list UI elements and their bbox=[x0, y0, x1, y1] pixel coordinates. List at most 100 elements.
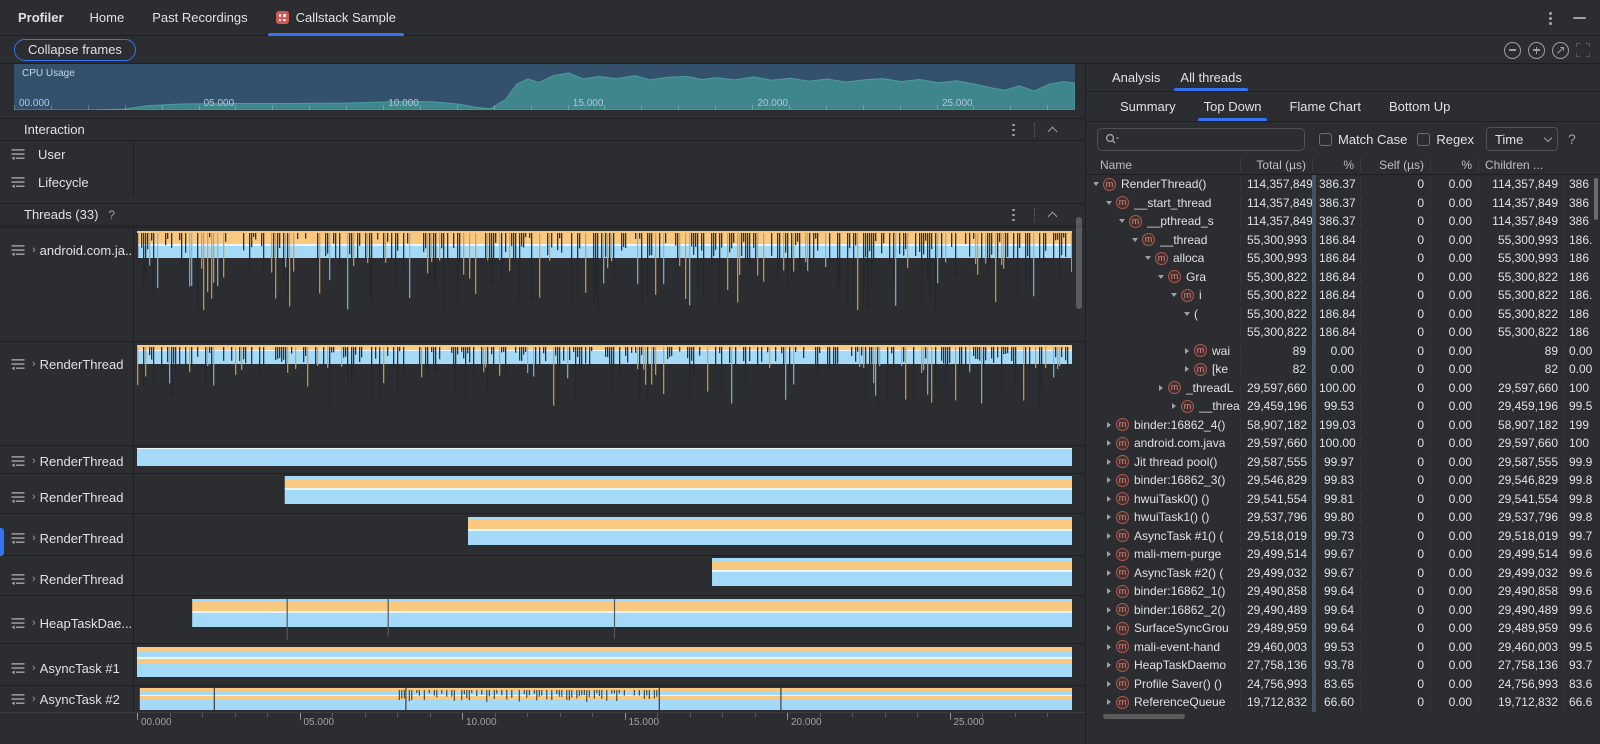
table-row[interactable]: mbinder:16862_1()29,490,85899.6400.0029,… bbox=[1086, 582, 1600, 601]
table-row[interactable]: mhwuiTask1() ()29,537,79699.8000.0029,53… bbox=[1086, 508, 1600, 527]
tree-chevron-open[interactable] bbox=[1184, 312, 1190, 316]
thread-track[interactable] bbox=[137, 228, 1072, 341]
tree-chevron-open[interactable] bbox=[1094, 182, 1099, 186]
tab-home[interactable]: Home bbox=[76, 0, 139, 36]
tree-chevron-closed[interactable] bbox=[1107, 681, 1111, 687]
thread-expand-chevron[interactable]: › bbox=[32, 617, 36, 629]
thread-expand-chevron[interactable]: › bbox=[32, 532, 36, 544]
tree-chevron-open[interactable] bbox=[1171, 293, 1177, 297]
table-row[interactable]: 55,300,822186.8400.0055,300,822186 bbox=[1086, 323, 1600, 342]
tree-chevron-closed[interactable] bbox=[1107, 533, 1111, 539]
minimize-icon[interactable] bbox=[1573, 17, 1586, 19]
table-horizontal-scrollbar[interactable] bbox=[1103, 714, 1185, 719]
tab-flame-chart[interactable]: Flame Chart bbox=[1279, 92, 1371, 121]
tree-chevron-closed[interactable] bbox=[1107, 496, 1111, 502]
table-row[interactable]: mJit thread pool()29,587,55599.9700.0029… bbox=[1086, 453, 1600, 472]
table-row[interactable]: mSurfaceSyncGrou29,489,95999.6400.0029,4… bbox=[1086, 619, 1600, 638]
tree-chevron-closed[interactable] bbox=[1107, 477, 1111, 483]
tab-summary[interactable]: Summary bbox=[1110, 92, 1186, 121]
table-row[interactable]: mRenderThread() 114,357,849386.3700.0011… bbox=[1086, 175, 1600, 194]
tree-chevron-closed[interactable] bbox=[1185, 348, 1189, 354]
tree-chevron-closed[interactable] bbox=[1185, 366, 1189, 372]
table-row[interactable]: m__start_thread114,357,849386.3700.00114… bbox=[1086, 194, 1600, 213]
column-header-total-pct[interactable]: % bbox=[1312, 158, 1360, 172]
collapse-frames-button[interactable]: Collapse frames bbox=[14, 39, 136, 61]
thread-track[interactable] bbox=[137, 474, 1072, 513]
thread-row[interactable]: ›RenderThread bbox=[0, 473, 1086, 513]
thread-row[interactable]: ›AsyncTask #1 bbox=[0, 643, 1086, 685]
filter-dropdown[interactable]: Time bbox=[1486, 127, 1558, 151]
table-row[interactable]: mandroid.com.java29,597,660100.0000.0029… bbox=[1086, 434, 1600, 453]
tree-chevron-closed[interactable] bbox=[1107, 644, 1111, 650]
thread-track[interactable] bbox=[137, 686, 1072, 711]
zoom-in-icon[interactable] bbox=[1528, 42, 1545, 59]
table-row[interactable]: (55,300,822186.8400.0055,300,822186 bbox=[1086, 305, 1600, 324]
thread-label[interactable]: ›RenderThread bbox=[0, 481, 133, 513]
thread-label[interactable]: ›RenderThread bbox=[0, 563, 133, 595]
table-row[interactable]: mmali-mem-purge29,499,51499.6700.0029,49… bbox=[1086, 545, 1600, 564]
table-row[interactable]: mhwuiTask0() ()29,541,55499.8100.0029,54… bbox=[1086, 490, 1600, 509]
thread-row[interactable]: ›AsyncTask #2 bbox=[0, 685, 1086, 711]
tree-chevron-closed[interactable] bbox=[1107, 699, 1111, 705]
collapse-section-icon[interactable] bbox=[1048, 211, 1058, 221]
tree-chevron-closed[interactable] bbox=[1107, 570, 1111, 576]
table-row[interactable]: m__thread29,459,19699.5300.0029,459,1969… bbox=[1086, 397, 1600, 416]
interaction-row-lifecycle[interactable]: Lifecycle bbox=[0, 168, 1086, 196]
cpu-usage-chart[interactable]: CPU Usage 00.00005.00010.00015.00020.000… bbox=[14, 64, 1075, 110]
reset-zoom-icon[interactable]: ↗ bbox=[1552, 42, 1569, 59]
thread-expand-chevron[interactable]: › bbox=[32, 244, 36, 256]
interaction-options-kebab-icon[interactable] bbox=[1006, 122, 1020, 138]
table-row[interactable]: mProfile Saver() ()24,756,99383.6500.002… bbox=[1086, 675, 1600, 694]
thread-expand-chevron[interactable]: › bbox=[32, 358, 36, 370]
table-row[interactable]: m__pthread_s114,357,849386.3700.00114,35… bbox=[1086, 212, 1600, 231]
thread-row[interactable]: ›HeapTaskDae... bbox=[0, 595, 1086, 643]
interaction-section-header[interactable]: Interaction bbox=[0, 118, 1086, 141]
tree-chevron-open[interactable] bbox=[1145, 256, 1151, 260]
interaction-row-user[interactable]: User bbox=[0, 141, 1086, 168]
thread-label[interactable]: ›AsyncTask #2 bbox=[0, 686, 133, 712]
column-header-children[interactable]: Children ... bbox=[1478, 158, 1564, 172]
tree-chevron-closed[interactable] bbox=[1107, 607, 1111, 613]
threads-vertical-scrollbar[interactable] bbox=[1076, 217, 1082, 309]
table-row[interactable]: mwai890.0000.00890.00 bbox=[1086, 342, 1600, 361]
collapse-section-icon[interactable] bbox=[1048, 126, 1058, 136]
table-row[interactable]: mReferenceQueue19,712,83266.6000.0019,71… bbox=[1086, 693, 1600, 712]
tree-chevron-open[interactable] bbox=[1106, 201, 1112, 205]
table-row[interactable]: mbinder:16862_2()29,490,48999.6400.0029,… bbox=[1086, 601, 1600, 620]
thread-row[interactable]: ›android.com.ja... bbox=[0, 227, 1086, 341]
table-row[interactable]: m_threadL29,597,660100.0000.0029,597,660… bbox=[1086, 379, 1600, 398]
tree-chevron-closed[interactable] bbox=[1107, 662, 1111, 668]
thread-track[interactable] bbox=[137, 514, 1072, 555]
tab-top-down[interactable]: Top Down bbox=[1194, 92, 1272, 121]
table-row[interactable]: malloca55,300,993186.8400.0055,300,99318… bbox=[1086, 249, 1600, 268]
match-case-checkbox[interactable] bbox=[1319, 133, 1332, 146]
column-header-name[interactable]: Name bbox=[1094, 158, 1240, 172]
thread-track[interactable] bbox=[137, 596, 1072, 643]
tree-chevron-closed[interactable] bbox=[1172, 403, 1176, 409]
threads-options-kebab-icon[interactable] bbox=[1006, 207, 1020, 223]
thread-expand-chevron[interactable]: › bbox=[32, 693, 36, 705]
tree-chevron-closed[interactable] bbox=[1107, 459, 1111, 465]
regex-checkbox[interactable] bbox=[1417, 133, 1430, 146]
search-field[interactable] bbox=[1097, 128, 1305, 151]
tree-chevron-open[interactable] bbox=[1132, 238, 1138, 242]
threads-help-icon[interactable]: ? bbox=[108, 208, 115, 222]
thread-expand-chevron[interactable]: › bbox=[32, 662, 36, 674]
thread-track[interactable] bbox=[137, 556, 1072, 595]
column-header-self[interactable]: Self (µs) bbox=[1360, 158, 1430, 172]
table-header[interactable]: Name Total (µs) % Self (µs) % Children .… bbox=[1086, 156, 1600, 175]
thread-label[interactable]: ›android.com.ja... bbox=[0, 234, 133, 266]
thread-label[interactable]: ›RenderThread bbox=[0, 348, 133, 380]
column-header-self-pct[interactable]: % bbox=[1430, 158, 1478, 172]
tree-chevron-closed[interactable] bbox=[1107, 440, 1111, 446]
zoom-out-icon[interactable] bbox=[1504, 42, 1521, 59]
tree-chevron-closed[interactable] bbox=[1107, 422, 1111, 428]
column-header-total[interactable]: Total (µs) bbox=[1240, 158, 1312, 172]
thread-track[interactable] bbox=[137, 342, 1072, 445]
thread-expand-chevron[interactable]: › bbox=[32, 455, 36, 467]
tab-callstack-sample[interactable]: Callstack Sample bbox=[262, 0, 410, 36]
table-row[interactable]: mmali-event-hand29,460,00399.5300.0029,4… bbox=[1086, 638, 1600, 657]
table-vertical-scrollbar[interactable] bbox=[1594, 178, 1598, 220]
tree-chevron-closed[interactable] bbox=[1159, 385, 1163, 391]
tree-chevron-closed[interactable] bbox=[1107, 588, 1111, 594]
